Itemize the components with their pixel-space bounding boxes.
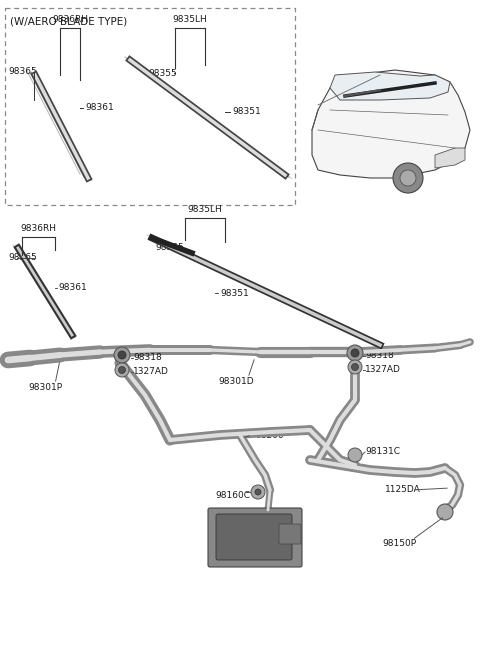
Text: 98318: 98318: [133, 354, 162, 363]
Text: 98301P: 98301P: [28, 384, 62, 392]
Circle shape: [114, 347, 130, 363]
Text: 98318: 98318: [365, 352, 394, 361]
Text: 98355: 98355: [155, 243, 184, 253]
Text: 9835LH: 9835LH: [188, 205, 222, 214]
Text: 98100: 98100: [215, 541, 244, 550]
Circle shape: [118, 351, 126, 359]
FancyBboxPatch shape: [216, 514, 292, 560]
FancyBboxPatch shape: [208, 508, 302, 567]
Bar: [5, 8, 295, 205]
Text: 98361: 98361: [85, 104, 114, 112]
Text: 98361: 98361: [58, 283, 87, 293]
Text: 98150P: 98150P: [382, 539, 416, 548]
Text: 98301D: 98301D: [218, 377, 253, 386]
Text: 98355: 98355: [148, 68, 177, 77]
Circle shape: [351, 363, 359, 371]
Text: 1327AD: 1327AD: [365, 365, 401, 375]
Text: 1327AD: 1327AD: [133, 367, 169, 377]
Text: 98365: 98365: [8, 68, 37, 77]
Text: 98131C: 98131C: [365, 447, 400, 457]
Text: (W/AERO BLADE TYPE): (W/AERO BLADE TYPE): [10, 16, 127, 26]
Text: 1125DA: 1125DA: [385, 485, 421, 495]
Polygon shape: [312, 70, 470, 178]
Text: 9836RH: 9836RH: [52, 15, 88, 24]
FancyBboxPatch shape: [279, 524, 301, 544]
Text: 98365: 98365: [8, 253, 37, 262]
Text: 9836RH: 9836RH: [20, 224, 56, 233]
Circle shape: [115, 363, 129, 377]
Polygon shape: [330, 72, 450, 100]
Circle shape: [119, 367, 125, 373]
Circle shape: [255, 489, 261, 495]
Text: 98351: 98351: [232, 108, 261, 117]
Circle shape: [437, 504, 453, 520]
Circle shape: [393, 163, 423, 193]
Text: 98200: 98200: [255, 430, 284, 440]
Text: 9835LH: 9835LH: [173, 15, 207, 24]
Text: 98160C: 98160C: [215, 491, 250, 499]
Circle shape: [347, 345, 363, 361]
Circle shape: [348, 448, 362, 462]
Circle shape: [351, 349, 359, 357]
Circle shape: [251, 485, 265, 499]
Circle shape: [400, 170, 416, 186]
Circle shape: [348, 360, 362, 374]
Polygon shape: [435, 148, 465, 168]
Text: 98351: 98351: [220, 289, 249, 298]
